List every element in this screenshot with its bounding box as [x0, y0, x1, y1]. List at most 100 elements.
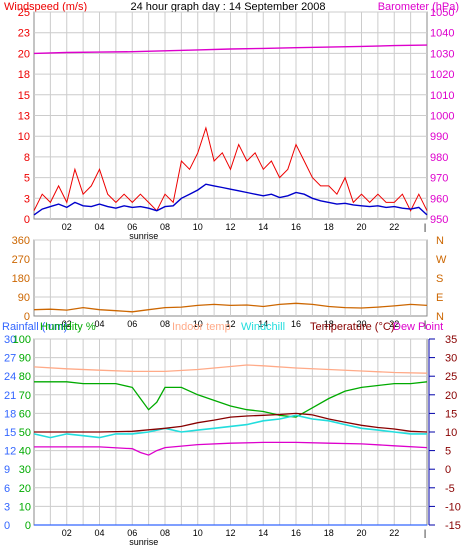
- wind-x-tick: 08: [160, 222, 170, 232]
- rainfall-tick: 30: [4, 334, 16, 346]
- wind-x-tick: 04: [94, 222, 104, 232]
- temperature-tick: -15: [445, 520, 461, 532]
- barometer-tick: 1000: [430, 111, 454, 123]
- barometer-series-line: [33, 44, 428, 55]
- humidity-series-line: [34, 381, 428, 418]
- rainfall-tick: 24: [4, 371, 16, 383]
- temperature-tick: 15: [445, 408, 457, 420]
- wind-x-tick: 16: [291, 222, 301, 232]
- windchill-series-line: [33, 414, 427, 439]
- direction-x-tick: 14: [258, 319, 268, 329]
- temperature-tick: 0: [445, 464, 451, 476]
- humidity-tick: 60: [19, 408, 31, 420]
- temp-x-tick: 20: [356, 528, 366, 538]
- barometer-tick: 960: [430, 193, 448, 205]
- barometer-tick: 980: [430, 152, 448, 164]
- windspeed-tick: 23: [18, 28, 30, 40]
- temperature-tick: 30: [445, 353, 457, 365]
- wind-x-tick: 14: [258, 222, 268, 232]
- wind-x-tick: 20: [356, 222, 366, 232]
- rainfall-tick: 18: [4, 408, 16, 420]
- direction-compass-tick: W: [436, 254, 447, 266]
- temperature-tick: 35: [445, 334, 457, 346]
- direction-compass-tick: N: [436, 311, 444, 323]
- direction-x-tick: 08: [160, 319, 170, 329]
- dewpoint-legend-label: Dew Point: [393, 321, 443, 333]
- wind-x-tick: 02: [62, 222, 72, 232]
- direction-x-tick: 02: [62, 319, 72, 329]
- temperature-tick: 5: [445, 446, 451, 458]
- barometer-axis-title: Barometer (hPa): [378, 1, 459, 13]
- temp-x-tick: 22: [389, 528, 399, 538]
- direction-degree-tick: 360: [12, 235, 30, 247]
- windspeed-tick: 13: [18, 111, 30, 123]
- temp-x-tick: 14: [258, 528, 268, 538]
- temp-x-end-tick: |: [424, 528, 426, 538]
- barometer-tick: 990: [430, 131, 448, 143]
- barometer-tick: 1050: [430, 7, 454, 19]
- barometer-tick: 950: [430, 214, 448, 226]
- humidity-tick: 10: [19, 501, 31, 513]
- direction-compass-tick: S: [436, 273, 443, 285]
- wind-x-tick: 10: [193, 222, 203, 232]
- wind-x-tick: 22: [389, 222, 399, 232]
- temperature-humidity-panel: Rainfall (mm)Humidity % Indoor temp Windch…: [2, 321, 461, 547]
- barometer-tick: 1040: [430, 28, 454, 40]
- rainfall-tick: 6: [4, 483, 10, 495]
- rainfall-tick: 27: [4, 353, 16, 365]
- temperature-series-line: [34, 412, 428, 433]
- direction-compass-tick: E: [436, 292, 443, 304]
- direction-x-tick: 04: [94, 319, 104, 329]
- barometer-tick: 1020: [430, 69, 454, 81]
- humidity-tick: 30: [19, 464, 31, 476]
- temperature-tick: 25: [445, 371, 457, 383]
- direction-x-tick: 06: [127, 319, 137, 329]
- barometer-tick: 970: [430, 173, 448, 185]
- direction-x-tick: 16: [291, 319, 301, 329]
- humidity-tick: 90: [19, 353, 31, 365]
- windspeed-tick: 3: [24, 193, 30, 205]
- windspeed-tick: 10: [18, 131, 30, 143]
- temp-x-tick: 12: [225, 528, 235, 538]
- rainfall-legend-label: Rainfall (mm): [2, 321, 67, 333]
- direction-x-tick: 10: [193, 319, 203, 329]
- direction-x-tick: 20: [356, 319, 366, 329]
- windspeed-tick: 15: [18, 90, 30, 102]
- temperature-tick: 10: [445, 427, 457, 439]
- wind-x-tick: 18: [324, 222, 334, 232]
- direction-degree-tick: 90: [18, 292, 30, 304]
- wind-x-tick: 06: [127, 222, 137, 232]
- rainfall-tick: 3: [4, 501, 10, 513]
- humidity-tick: 40: [19, 446, 31, 458]
- humidity-tick: 100: [13, 334, 31, 346]
- barometer-tick: 1030: [430, 48, 454, 60]
- temperature-tick: -5: [445, 483, 455, 495]
- direction-series-line: [33, 302, 428, 313]
- rainfall-tick: 15: [4, 427, 16, 439]
- indoor-legend-label: Indoor temp: [172, 321, 231, 333]
- temperature-legend-label: Temperature (°C): [310, 321, 394, 333]
- humidity-tick: 80: [19, 371, 31, 383]
- temp-x-tick: 10: [193, 528, 203, 538]
- windspeed-tick: 5: [24, 173, 30, 185]
- humidity-tick: 50: [19, 427, 31, 439]
- direction-degree-tick: 180: [12, 273, 30, 285]
- windspeed-tick: 8: [24, 152, 30, 164]
- dewpoint-series-line: [34, 441, 428, 456]
- rainfall-tick: 9: [4, 464, 10, 476]
- windspeed-axis-title: Windspeed (m/s): [4, 1, 87, 13]
- direction-x-tick: 12: [225, 319, 235, 329]
- direction-x-tick: 22: [389, 319, 399, 329]
- graph-title: 24 hour graph day : 14 September 2008: [130, 1, 325, 13]
- humidity-tick: 0: [25, 520, 31, 532]
- indoor-series-line: [33, 364, 428, 374]
- direction-degree-tick: 0: [24, 311, 30, 323]
- windchill-legend-label: Windchill: [241, 321, 285, 333]
- windspeed-tick: 25: [18, 7, 30, 19]
- temp-x-tick: 04: [94, 528, 104, 538]
- direction-x-end-tick: |: [424, 319, 426, 329]
- windspeed-tick: 18: [18, 69, 30, 81]
- temp-sunrise-marker: sunrise: [129, 537, 158, 547]
- temp-x-tick: 02: [62, 528, 72, 538]
- temp-x-tick: 16: [291, 528, 301, 538]
